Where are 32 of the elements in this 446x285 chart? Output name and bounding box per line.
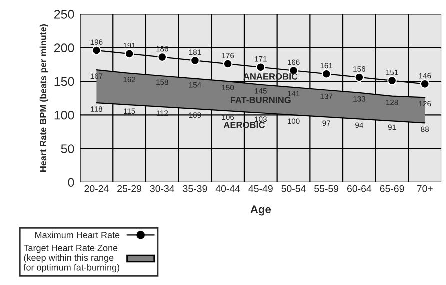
point [256,62,266,72]
legend-label: Maximum Heart Rate [36,232,120,238]
x-tick-label: 30-34 [150,185,175,192]
x-tick-label: 50-54 [282,185,306,192]
x-tick-label: 65-69 [380,185,404,192]
y-tick-label: 200 [54,44,74,53]
x-tick-label: 25-29 [118,185,142,192]
point [223,59,233,69]
legend-label: Target Heart Rate Zone (keep within this range for optimum fat-burning) [24,245,120,273]
point [420,80,430,89]
point [92,46,102,56]
x-tick-label: 60-64 [348,185,372,192]
x-tick-label: 35-39 [183,185,208,192]
y-tick-label: 50 [61,144,74,154]
point [322,69,332,79]
y-tick-label: 100 [54,110,74,120]
x-tick-label: 40-44 [216,185,240,192]
point [354,72,364,82]
x-tick-label: 20-24 [84,185,109,192]
point [190,56,200,66]
point [388,76,397,86]
y-tick-label: 0 [68,178,74,188]
x-tick-label: 55-59 [314,185,339,192]
x-axis-title: Age [250,206,272,216]
x-tick-label: 45-49 [248,185,273,192]
y-axis-title: Heart Rate BPM (beats per minute) [40,24,48,172]
y-tick-label: 150 [54,77,74,86]
point [158,52,168,62]
annotation: FAT-BURNING [231,97,291,104]
y-tick-label: 250 [54,10,74,19]
point [124,49,134,59]
x-tick-label: 70+ [417,185,433,192]
